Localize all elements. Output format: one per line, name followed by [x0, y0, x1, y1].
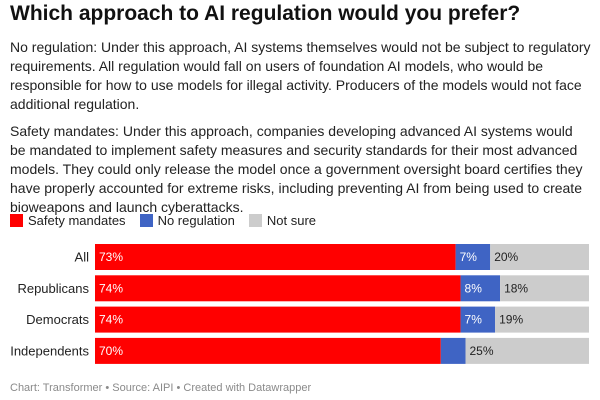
- legend-swatch: [139, 214, 153, 227]
- data-label: 25%: [470, 344, 494, 358]
- category-label: Democrats: [26, 312, 89, 327]
- chart-title: Which approach to AI regulation would yo…: [10, 2, 521, 25]
- legend-item: No regulation: [139, 213, 235, 228]
- category-label: Independents: [10, 343, 89, 358]
- legend-swatch: [248, 214, 262, 227]
- data-label: 8%: [465, 281, 483, 295]
- category-label: Republicans: [17, 281, 89, 296]
- legend-swatch: [10, 214, 23, 227]
- data-label: 74%: [99, 281, 123, 295]
- legend-item: Safety mandates: [10, 213, 126, 228]
- bar-segment: [460, 275, 501, 302]
- data-label: 20%: [494, 250, 518, 264]
- chart-legend: Safety mandates No regulation Not sure: [10, 213, 330, 228]
- category-label: All: [75, 250, 90, 265]
- bar-segment: [440, 337, 466, 364]
- bar-segment: [95, 244, 456, 270]
- data-label: 73%: [99, 250, 123, 264]
- data-label: 74%: [99, 313, 123, 327]
- bar-segment: [490, 244, 589, 270]
- legend-label: Not sure: [266, 213, 317, 228]
- bar-segment: [460, 306, 496, 333]
- description-no-regulation: No regulation: Under this approach, AI s…: [10, 39, 591, 112]
- stacked-bar-chart: All 73% 7% 20% Republicans 74% 8% 18% Democrats 7…: [10, 244, 589, 364]
- legend-label: Safety mandates: [28, 213, 126, 228]
- data-label: 7%: [465, 313, 483, 327]
- bar-segment: [95, 337, 441, 364]
- bar-segment: [95, 306, 461, 333]
- data-label: 19%: [499, 313, 523, 327]
- data-label: 7%: [460, 250, 478, 264]
- chart-footer: Chart: Transformer • Source: AIPI • Crea…: [10, 382, 312, 394]
- bar-segment: [465, 337, 589, 364]
- bar-segment: [500, 275, 589, 302]
- bar-segment: [495, 306, 589, 333]
- legend-item: Not sure: [248, 213, 317, 228]
- data-label: 70%: [99, 344, 123, 358]
- data-label: 18%: [504, 281, 528, 295]
- legend-label: No regulation: [157, 213, 235, 228]
- bar-segment: [455, 244, 491, 270]
- bar-segment: [95, 275, 461, 302]
- description-safety-mandates: Safety mandates: Under this approach, co…: [10, 123, 583, 215]
